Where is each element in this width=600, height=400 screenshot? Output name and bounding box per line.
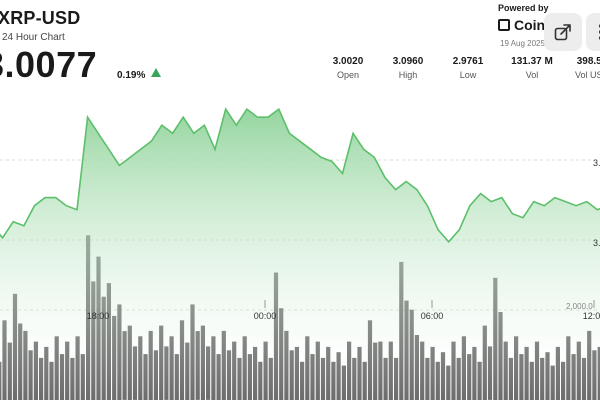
- pair-title: XRP-USD: [0, 8, 81, 28]
- stat-vol: 131.37 M Vol: [502, 56, 562, 80]
- price-line: [0, 107, 600, 244]
- more-options-button[interactable]: [586, 13, 600, 51]
- stat-label: Open: [336, 70, 360, 80]
- stat-high: 3.0960 High: [378, 56, 438, 80]
- y-tick-label: 3.: [593, 158, 600, 168]
- chart-date: 19 Aug 2025: [500, 39, 545, 48]
- stat-value: 131.37 M: [511, 56, 553, 67]
- powered-by-label: Powered by: [498, 3, 549, 13]
- x-axis-ticks: 18:00 00:00 06:00 12:00: [87, 300, 600, 321]
- price-area-fill: [0, 109, 600, 400]
- stat-label: High: [398, 70, 418, 80]
- stat-low: 2.9761 Low: [438, 56, 498, 80]
- current-price: 3.0077: [0, 44, 98, 85]
- coindesk-logo-icon: [498, 19, 510, 31]
- stat-label: Low: [459, 70, 477, 80]
- stat-value: 398.55: [576, 56, 600, 67]
- stat-value: 2.9761: [452, 56, 484, 67]
- chart-subtitle: 24 Hour Chart: [2, 32, 65, 43]
- stat-value: 3.0960: [392, 56, 424, 67]
- stat-vol-usd: 398.55 Vol USD: [562, 56, 600, 80]
- y-axis-ticks: 3. 3. 2,000,0: [566, 158, 600, 311]
- up-arrow-icon: [151, 68, 161, 77]
- x-tick-label: 12:00: [583, 311, 600, 321]
- expand-button[interactable]: [544, 13, 582, 51]
- stat-label: Vol: [525, 70, 539, 80]
- stat-open: 3.0020 Open: [318, 56, 378, 80]
- stat-value: 3.0020: [332, 56, 364, 67]
- y-tick-label: 3.: [593, 238, 600, 248]
- x-tick-label: 06:00: [421, 311, 444, 321]
- stat-label: Vol USD: [574, 70, 600, 80]
- x-tick-label: 18:00: [87, 311, 110, 321]
- price-change-percent: 0.19%: [117, 70, 146, 81]
- volume-tick-label: 2,000,0: [566, 302, 593, 311]
- expand-icon: [554, 24, 571, 41]
- x-tick-label: 00:00: [254, 311, 277, 321]
